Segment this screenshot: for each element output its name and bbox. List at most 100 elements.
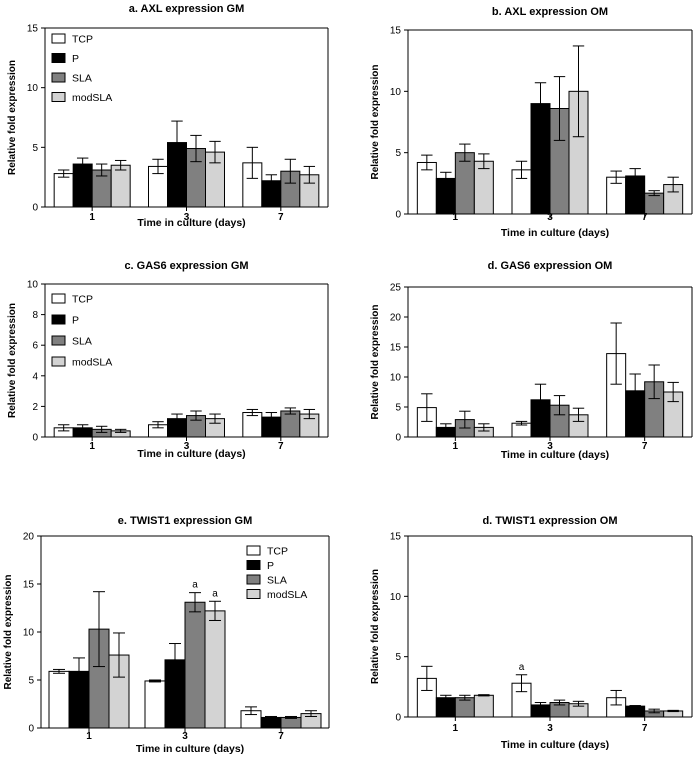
- y-axis-label: Relative fold expression: [7, 303, 18, 418]
- y-tick-label: 20: [23, 532, 35, 543]
- y-tick-label: 0: [395, 713, 401, 724]
- y-tick-label: 0: [28, 724, 34, 735]
- y-tick-label: 25: [390, 283, 402, 294]
- y-axis-label: Relative fold expression: [3, 574, 14, 689]
- legend-label-p: P: [267, 560, 274, 572]
- legend-label-sla: SLA: [72, 73, 92, 85]
- legend-label-sla: SLA: [72, 336, 92, 348]
- chart-panel-1: a. AXL expression GM Relative fold expres…: [7, 3, 329, 229]
- chart-title: c. GAS6 expression GM: [124, 260, 248, 272]
- y-axis-label: Relative fold expression: [370, 569, 381, 684]
- y-tick-label: 6: [32, 341, 38, 352]
- chart-title: e. TWIST1 expression GM: [118, 515, 252, 527]
- y-tick-label: 15: [27, 24, 39, 35]
- bar-sla-day-7: [280, 410, 301, 438]
- chart-title: d. GAS6 expression OM: [488, 260, 613, 272]
- chart-panel-6: d. TWIST1 expression OM Relative fold exp…: [370, 515, 693, 751]
- chart-panel-5: e. TWIST1 expression GM Relative fold exp…: [3, 515, 330, 755]
- x-axis-label: Time in culture (days): [137, 217, 245, 229]
- legend-swatch-sla: [246, 574, 261, 585]
- significance-annotation: a: [212, 588, 218, 599]
- bar-sla-day-7: [280, 716, 302, 729]
- legend-label-sla: SLA: [267, 575, 287, 587]
- legend-label-tcp: TCP: [72, 34, 93, 46]
- y-tick-label: 10: [390, 592, 402, 603]
- y-tick-label: 20: [390, 313, 402, 324]
- x-tick-label: 3: [182, 731, 188, 742]
- x-tick-label: 1: [89, 441, 95, 452]
- y-tick-label: 5: [28, 676, 34, 687]
- y-tick-label: 8: [32, 310, 38, 321]
- x-tick-label: 7: [278, 731, 284, 742]
- x-axis-label: Time in culture (days): [136, 743, 244, 755]
- x-tick-label: 3: [547, 723, 553, 734]
- legend-swatch-p: [51, 53, 66, 63]
- x-tick-label: 1: [453, 723, 459, 734]
- y-axis-label: Relative fold expression: [7, 60, 18, 175]
- bar-modsla-day-1: [473, 694, 494, 718]
- legend: TCP P SLA modSLA: [246, 545, 307, 601]
- bar-modsla-day-1: [473, 160, 494, 215]
- bar-sla-day-7: [644, 192, 665, 215]
- legend: TCP P SLA modSLA: [51, 293, 112, 369]
- legend-label-tcp: TCP: [267, 546, 288, 558]
- y-tick-label: 15: [390, 343, 402, 354]
- bar-sla-day-1: [454, 152, 475, 215]
- y-tick-label: 5: [395, 652, 401, 663]
- y-tick-label: 10: [390, 373, 402, 384]
- legend-swatch-tcp: [246, 545, 261, 556]
- chart-title: b. AXL expression OM: [492, 6, 608, 18]
- y-tick-label: 0: [32, 203, 38, 214]
- x-axis-label: Time in culture (days): [137, 448, 245, 460]
- x-tick-label: 7: [278, 441, 284, 452]
- y-tick-label: 10: [27, 83, 39, 94]
- bar-tcp-day-7: [242, 412, 263, 438]
- y-tick-label: 0: [395, 210, 401, 221]
- chart-title: d. TWIST1 expression OM: [482, 515, 617, 527]
- x-tick-label: 1: [89, 212, 95, 223]
- legend-swatch-sla: [51, 335, 66, 346]
- legend-label-p: P: [72, 315, 79, 327]
- legend-swatch-modsla: [51, 92, 66, 102]
- y-tick-label: 0: [395, 433, 401, 444]
- chart-title: a. AXL expression GM: [129, 3, 245, 15]
- legend-swatch-modsla: [51, 356, 66, 367]
- legend-label-modsla: modSLA: [72, 357, 112, 369]
- legend: TCP P SLA modSLA: [51, 33, 112, 104]
- y-tick-label: 10: [27, 280, 39, 291]
- x-tick-label: 1: [453, 441, 459, 452]
- y-tick-label: 10: [23, 628, 35, 639]
- significance-annotation: a: [519, 662, 525, 673]
- y-tick-label: 15: [23, 580, 35, 591]
- bar-tcp-day-1: [53, 173, 74, 208]
- legend-swatch-p: [51, 314, 66, 325]
- x-tick-label: 7: [642, 441, 648, 452]
- legend-swatch-p: [246, 560, 261, 570]
- bar-p-day-7: [625, 705, 646, 718]
- x-axis-label: Time in culture (days): [501, 739, 609, 751]
- bar-sla-day-3: [184, 601, 206, 729]
- bar-tcp-day-1: [48, 670, 70, 729]
- y-tick-label: 10: [390, 87, 402, 98]
- y-tick-label: 4: [32, 371, 38, 382]
- x-tick-label: 3: [547, 441, 553, 452]
- x-axis-label: Time in culture (days): [501, 449, 609, 461]
- legend-label-modsla: modSLA: [72, 92, 112, 104]
- x-tick-label: 3: [184, 212, 190, 223]
- x-tick-label: 7: [642, 723, 648, 734]
- legend-label-p: P: [72, 53, 79, 65]
- x-tick-label: 1: [86, 731, 92, 742]
- chart-panel-2: b. AXL expression OM Relative fold expres…: [370, 6, 693, 239]
- y-tick-label: 15: [390, 26, 402, 37]
- bar-tcp-day-3: [144, 680, 166, 729]
- legend-label-modsla: modSLA: [267, 589, 307, 601]
- x-tick-label: 7: [278, 212, 284, 223]
- bar-modsla-day-1: [110, 164, 131, 208]
- y-tick-label: 5: [395, 148, 401, 159]
- x-tick-label: 1: [453, 212, 459, 223]
- chart-panel-4: d. GAS6 expression OM Relative fold expre…: [370, 260, 693, 461]
- x-tick-label: 3: [184, 441, 190, 452]
- y-tick-label: 0: [32, 433, 38, 444]
- y-tick-label: 5: [32, 143, 38, 154]
